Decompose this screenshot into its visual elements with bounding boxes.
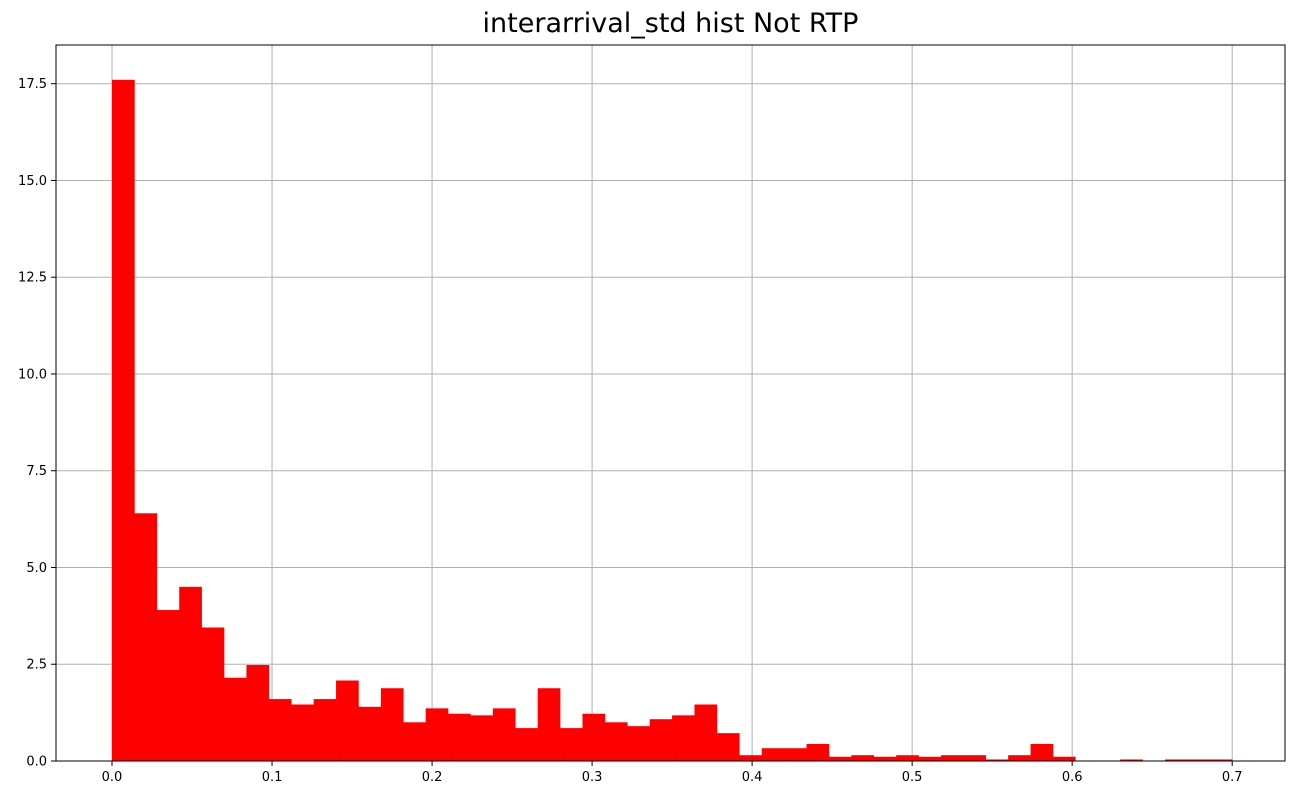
histogram-bar: [851, 755, 875, 761]
histogram-bar: [784, 748, 807, 761]
histogram-bar: [672, 715, 695, 761]
y-tick-label: 17.5: [18, 77, 47, 92]
histogram-bar: [1187, 759, 1211, 761]
tick-labels: 0.0 0.1 0.2 0.3 0.4 0.5 0.6 0.7 0.0 2.5 5.0 7.5 10.0…: [18, 77, 1242, 785]
histogram-bar: [604, 722, 628, 761]
y-tick-label: 5.0: [26, 561, 47, 576]
histogram-bar: [470, 715, 494, 761]
y-tick-label: 2.5: [26, 658, 47, 673]
histogram-bar: [627, 726, 650, 761]
y-tick-label: 15.0: [18, 174, 47, 189]
histogram-bar: [336, 680, 359, 761]
histogram-bar: [134, 513, 158, 761]
histogram-bar: [828, 756, 852, 761]
histogram-bar: [739, 755, 763, 761]
grid-layer: [56, 45, 1285, 762]
histogram-bar: [358, 706, 382, 761]
x-tick-label: 0.6: [1062, 770, 1083, 785]
histogram-bar: [918, 756, 942, 761]
y-tick-label: 7.5: [26, 464, 47, 479]
x-tick-label: 0.0: [102, 770, 123, 785]
x-tick-label: 0.4: [742, 770, 763, 785]
histogram-bar: [963, 755, 987, 761]
x-tick-label: 0.3: [582, 770, 603, 785]
plot-frame: [55, 44, 1286, 762]
histogram-bar: [448, 713, 471, 761]
histogram-bar: [313, 699, 337, 761]
histogram-bar: [268, 699, 292, 761]
x-tick-label: 0.7: [1222, 770, 1243, 785]
histogram-bar: [1120, 759, 1143, 761]
histogram-bar: [515, 728, 538, 761]
histogram-bar: [291, 704, 314, 761]
histogram-bar: [380, 688, 404, 761]
histogram-bar: [806, 743, 830, 761]
histogram-bar: [716, 733, 740, 761]
histogram-bar: [224, 677, 247, 761]
histogram-bar: [694, 704, 718, 761]
x-tick-label: 0.2: [422, 770, 443, 785]
histogram-bar: [112, 79, 135, 761]
histogram-bar: [425, 708, 449, 761]
histogram-bar: [896, 755, 919, 761]
histogram-bar: [492, 708, 516, 761]
histogram-bar: [1030, 743, 1054, 761]
y-tick-label: 12.5: [18, 271, 47, 286]
histogram-bar: [582, 713, 606, 761]
histogram-bar: [1052, 756, 1076, 761]
y-tick-label: 10.0: [18, 367, 47, 382]
histogram-bar: [201, 627, 225, 761]
histogram-bar: [1008, 755, 1031, 761]
histogram-bar: [1209, 759, 1233, 761]
histogram-bar: [1164, 759, 1188, 761]
axis-layer: [51, 44, 1286, 766]
histogram-bar: [649, 719, 673, 761]
x-tick-label: 0.5: [902, 770, 923, 785]
histogram-bar: [985, 759, 1009, 761]
histogram-bar: [246, 665, 270, 761]
histogram-bar: [761, 748, 785, 761]
histogram-bar: [560, 728, 583, 761]
histogram-bar: [940, 755, 964, 761]
chart-title: interarrival_std hist Not RTP: [482, 8, 859, 39]
histogram-bar: [179, 586, 202, 761]
histogram-bar: [873, 756, 897, 761]
histogram-bar: [156, 610, 180, 761]
histogram-bar: [403, 722, 426, 761]
x-tick-label: 0.1: [262, 770, 283, 785]
bars-layer: [112, 79, 1233, 761]
histogram-bar: [537, 688, 561, 761]
y-tick-label: 0.0: [26, 755, 47, 770]
